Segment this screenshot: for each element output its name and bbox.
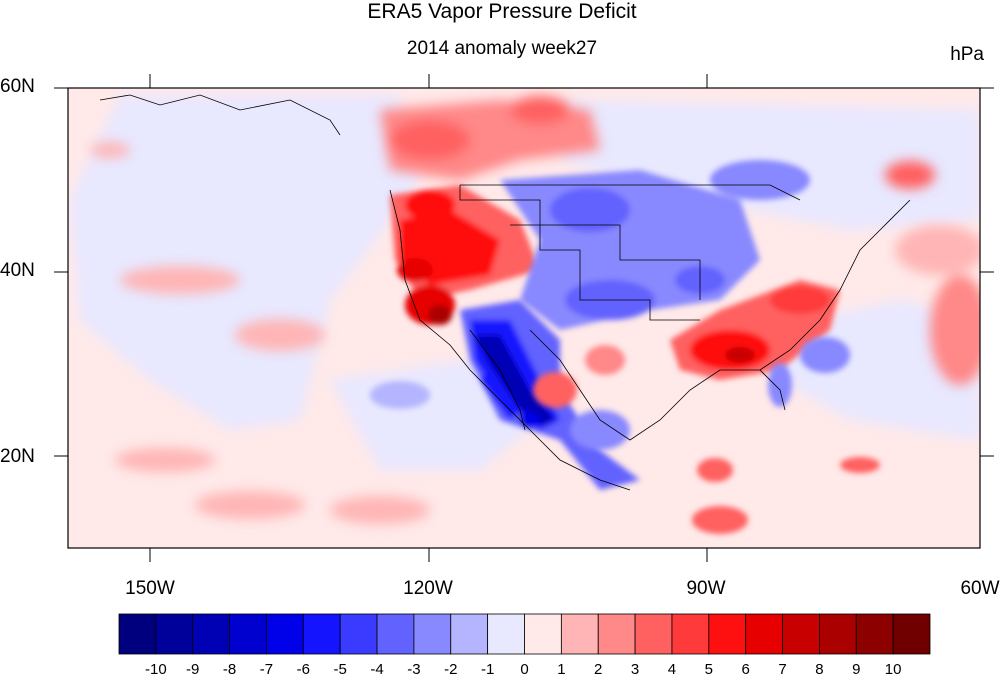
colorbar-box (782, 613, 820, 655)
colorbar-label: -6 (296, 661, 310, 678)
lon-tick-150w: 150W (125, 578, 175, 599)
colorbar-box (376, 613, 415, 655)
anomaly-field (68, 88, 980, 548)
colorbar (118, 613, 931, 655)
colorbar-box (708, 613, 747, 655)
lon-tick-120w: 120W (403, 578, 453, 599)
colorbar-box (597, 613, 636, 655)
colorbar-label: 7 (778, 661, 787, 678)
colorbar-label: 2 (594, 661, 603, 678)
colorbar-label: -5 (333, 661, 347, 678)
colorbar-label: 3 (630, 661, 640, 678)
colorbar-box (560, 613, 599, 655)
lat-tick-60n: 60N (0, 76, 35, 97)
map-frame (67, 87, 981, 549)
colorbar-label: -8 (222, 661, 237, 678)
colorbar-box (229, 613, 267, 655)
units-label: hPa (950, 44, 984, 65)
colorbar-label: -7 (259, 661, 274, 678)
colorbar-box (413, 613, 452, 655)
colorbar-box (671, 613, 710, 655)
colorbar-label: -10 (145, 661, 167, 678)
lon-tick-90w: 90W (686, 578, 726, 599)
lat-tick-40n: 40N (0, 260, 35, 281)
colorbar-label: 9 (852, 661, 861, 678)
colorbar-label: 5 (704, 661, 713, 678)
colorbar-label: 10 (884, 661, 902, 678)
colorbar-label: -9 (186, 661, 200, 678)
lon-tick-60w: 60W (960, 578, 1000, 599)
colorbar-box (524, 613, 562, 655)
colorbar-box (339, 613, 378, 655)
colorbar-box (487, 613, 525, 655)
colorbar-label: 1 (557, 661, 566, 678)
colorbar-label: -3 (407, 661, 421, 678)
colorbar-box (450, 613, 489, 655)
colorbar-box (155, 613, 194, 655)
colorbar-box (892, 613, 931, 655)
colorbar-box (302, 613, 341, 655)
colorbar-box (855, 613, 894, 655)
map-title: ERA5 Vapor Pressure Deficit (367, 0, 637, 23)
colorbar-box (192, 613, 230, 655)
colorbar-label: -4 (370, 661, 384, 678)
map-subtitle: 2014 anomaly week27 (406, 38, 598, 59)
colorbar-label: 4 (667, 661, 677, 678)
tick-marks (54, 74, 994, 562)
lat-tick-20n: 20N (0, 446, 35, 467)
colorbar-label: 6 (741, 661, 750, 678)
colorbar-box (634, 613, 673, 655)
colorbar-box (266, 613, 304, 655)
colorbar-label: 8 (815, 661, 824, 678)
coastlines (99, 94, 911, 491)
colorbar-label: 0 (520, 661, 529, 678)
colorbar-box (819, 613, 857, 655)
colorbar-box (118, 613, 157, 655)
colorbar-label: -2 (444, 661, 458, 678)
colorbar-box (745, 613, 783, 655)
colorbar-label: -1 (480, 661, 495, 678)
